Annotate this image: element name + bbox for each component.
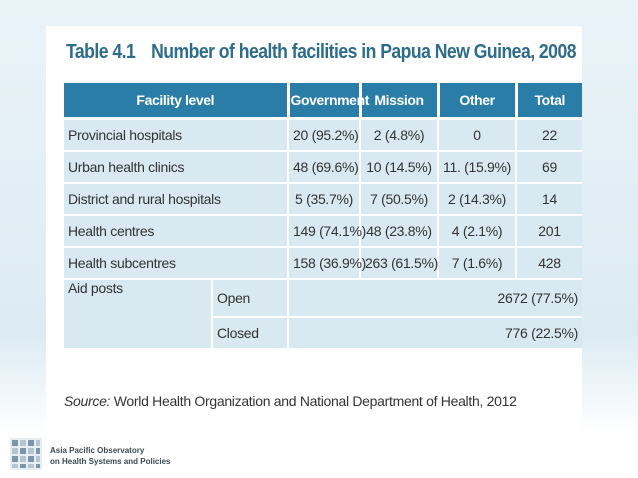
cell-mission: 7 (50.5%) <box>360 183 440 216</box>
cell-total: 201 <box>516 215 583 248</box>
table-number: Table 4.1 <box>66 41 136 63</box>
cell-other: 7 (1.6%) <box>438 247 518 280</box>
aid-posts-open-row: Aid posts Open 2672 (77.5%) <box>64 279 583 350</box>
table-caption: Number of health facilities in Papua New… <box>151 41 576 63</box>
table-row: Health subcentres 158 (36.9%) 263 (61.5%… <box>64 247 583 280</box>
cell-other: 4 (2.1%) <box>438 215 518 248</box>
source-note: Source: World Health Organization and Na… <box>64 393 517 409</box>
cell-mission: 263 (61.5%) <box>360 247 440 280</box>
footer-line-1: Asia Pacific Observatory <box>50 446 145 455</box>
aid-posts-open-value: 2672 (77.5%) <box>288 279 583 318</box>
source-prefix: Source: <box>64 393 111 409</box>
row-name: Urban health clinics <box>64 151 290 184</box>
header-mission: Mission <box>360 83 440 120</box>
aid-posts-open-label: Open <box>212 279 290 318</box>
footer-line-2: on Health Systems and Policies <box>50 457 171 466</box>
table-sheet: Table 4.1 Number of health facilities in … <box>46 26 583 430</box>
facilities-table: Facility level Government Mission Other … <box>64 83 583 350</box>
cell-government: 5 (35.7%) <box>288 183 362 216</box>
source-text: World Health Organization and National D… <box>110 393 517 409</box>
aid-posts-closed-row: Closed 776 (22.5%) <box>64 317 583 350</box>
cell-total: 22 <box>516 118 583 152</box>
cell-mission: 10 (14.5%) <box>360 151 440 184</box>
cell-government: 48 (69.6%) <box>288 151 362 184</box>
header-other: Other <box>438 83 518 120</box>
table-row: District and rural hospitals 5 (35.7%) 7… <box>64 183 583 216</box>
aid-posts-label: Aid posts <box>64 279 213 350</box>
observatory-logo-icon <box>10 438 42 470</box>
header-government: Government <box>288 83 369 120</box>
table-title: Table 4.1 Number of health facilities in … <box>66 41 577 64</box>
table-row: Provincial hospitals 20 (95.2%) 2 (4.8%)… <box>64 118 583 152</box>
cell-other: 11. (15.9%) <box>438 151 518 184</box>
cell-government: 149 (74.1%) <box>288 215 366 248</box>
header-row: Facility level Government Mission Other … <box>64 83 583 120</box>
aid-posts-closed-value: 776 (22.5%) <box>288 317 583 350</box>
row-name: Health centres <box>64 215 290 248</box>
row-name: Health subcentres <box>64 247 290 280</box>
cell-other: 0 <box>438 118 518 152</box>
row-name: District and rural hospitals <box>64 183 290 216</box>
cell-mission: 48 (23.8%) <box>360 215 440 248</box>
cell-mission: 2 (4.8%) <box>360 118 440 152</box>
cell-government: 20 (95.2%) <box>288 118 362 152</box>
table-row: Health centres 149 (74.1%) 48 (23.8%) 4 … <box>64 215 583 248</box>
cell-total: 69 <box>516 151 583 184</box>
table-row: Urban health clinics 48 (69.6%) 10 (14.5… <box>64 151 583 184</box>
cell-government: 158 (36.9%) <box>288 247 366 280</box>
cell-total: 14 <box>516 183 583 216</box>
aid-posts-closed-label: Closed <box>212 317 290 350</box>
header-facility-level: Facility level <box>64 83 290 120</box>
cell-total: 428 <box>516 247 583 280</box>
footer-organization: Asia Pacific Observatory on Health Syste… <box>50 445 170 467</box>
header-total: Total <box>516 83 583 120</box>
cell-other: 2 (14.3%) <box>438 183 518 216</box>
row-name: Provincial hospitals <box>64 118 290 152</box>
